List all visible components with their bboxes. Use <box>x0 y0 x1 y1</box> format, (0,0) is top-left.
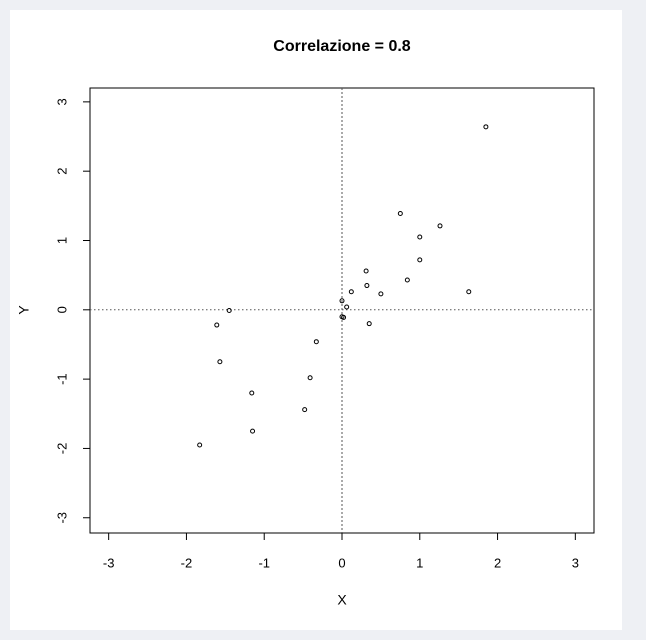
point <box>307 375 313 381</box>
y-tick-label: -3 <box>54 512 69 524</box>
point <box>366 321 372 327</box>
panel <box>10 10 622 630</box>
y-tick-label: 2 <box>54 168 69 175</box>
y-tick-label: 1 <box>54 237 69 244</box>
y-tick-label: 0 <box>54 306 69 313</box>
point <box>226 308 232 313</box>
x-tick-label: 3 <box>572 555 579 570</box>
point <box>214 322 220 328</box>
x-tick-label: 0 <box>338 555 345 570</box>
y-tick-label: 3 <box>54 98 69 105</box>
point <box>363 268 369 274</box>
x-tick-label: -1 <box>258 555 270 570</box>
point <box>378 291 384 297</box>
point <box>348 289 354 295</box>
x-tick-label: 1 <box>416 555 423 570</box>
point <box>483 124 489 130</box>
x-axis-label: X <box>337 592 347 608</box>
point <box>417 234 423 240</box>
point <box>397 210 403 216</box>
point <box>313 339 319 345</box>
x-tick-label: 2 <box>494 555 501 570</box>
y-tick-label: -2 <box>54 443 69 455</box>
point <box>339 298 345 304</box>
chart-title: Correlazione = 0.8 <box>273 38 410 55</box>
point <box>302 407 308 413</box>
y-axis-label: Y <box>16 305 32 315</box>
point <box>417 257 423 263</box>
point <box>217 359 223 365</box>
y-tick-label: -1 <box>54 373 69 385</box>
point <box>466 289 472 295</box>
point <box>344 304 350 310</box>
point <box>197 442 203 448</box>
point <box>341 314 347 320</box>
point <box>249 390 255 396</box>
point <box>404 277 410 283</box>
x-tick-label: -2 <box>181 555 193 570</box>
point <box>250 428 256 434</box>
point <box>364 283 370 289</box>
x-tick-label: -3 <box>103 555 115 570</box>
point <box>437 223 443 229</box>
